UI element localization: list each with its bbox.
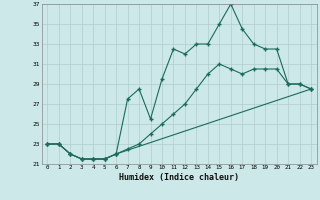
X-axis label: Humidex (Indice chaleur): Humidex (Indice chaleur) bbox=[119, 173, 239, 182]
